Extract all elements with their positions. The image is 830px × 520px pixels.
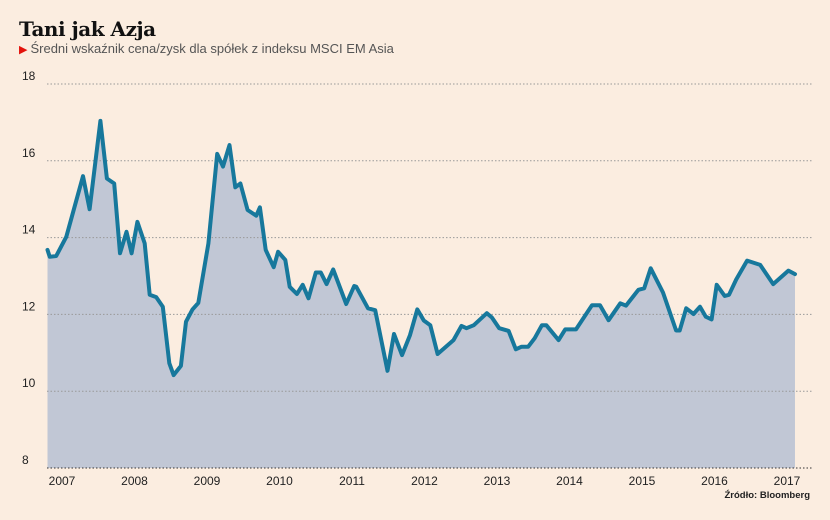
y-tick-label: 14 bbox=[22, 223, 36, 237]
y-tick-label: 16 bbox=[22, 146, 36, 160]
x-tick-label: 2015 bbox=[629, 474, 656, 488]
x-tick-label: 2013 bbox=[484, 474, 511, 488]
x-tick-label: 2011 bbox=[339, 474, 365, 488]
x-tick-label: 2014 bbox=[556, 474, 583, 488]
x-tick-label: 2012 bbox=[411, 474, 438, 488]
y-tick-label: 10 bbox=[22, 376, 36, 390]
x-tick-label: 2010 bbox=[266, 474, 293, 488]
x-tick-label: 2007 bbox=[49, 474, 76, 488]
x-tick-label: 2017 bbox=[774, 474, 801, 488]
x-tick-label: 2016 bbox=[701, 474, 728, 488]
y-tick-label: 8 bbox=[22, 453, 29, 467]
chart-title: Tani jak Azja bbox=[19, 17, 156, 41]
area-fill bbox=[47, 120, 795, 469]
triangle-marker-icon: ▶ bbox=[19, 44, 28, 56]
y-tick-label: 12 bbox=[22, 299, 36, 313]
pe-ratio-line bbox=[45, 118, 797, 378]
subtitle-text: Średni wskaźnik cena/zysk dla spółek z i… bbox=[30, 41, 394, 56]
x-tick-label: 2009 bbox=[194, 474, 221, 488]
chart-subtitle: ▶ Średni wskaźnik cena/zysk dla spółek z … bbox=[19, 41, 394, 56]
source-note: Źródło: Bloomberg bbox=[724, 490, 811, 501]
y-tick-label: 18 bbox=[22, 69, 36, 83]
x-tick-label: 2008 bbox=[121, 474, 148, 488]
